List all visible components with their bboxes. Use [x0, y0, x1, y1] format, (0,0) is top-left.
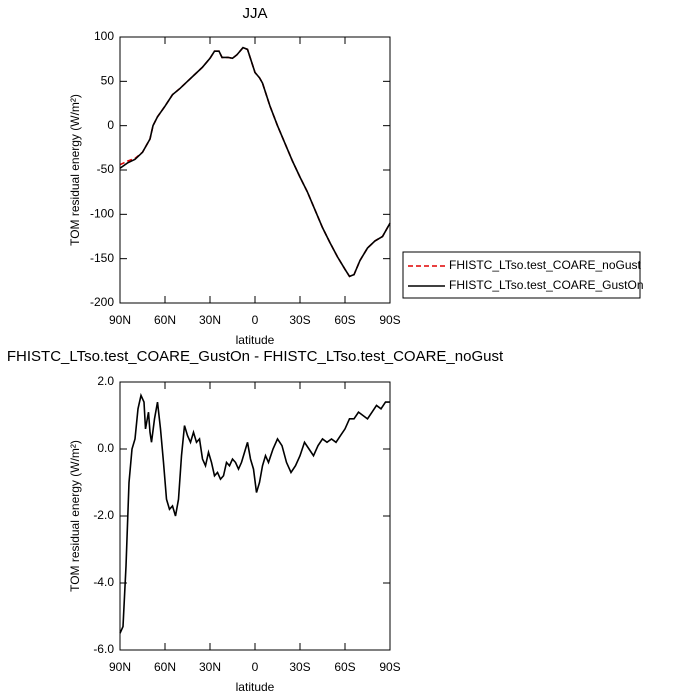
x-tick-label: 90S: [379, 660, 400, 674]
x-axis-label: latitude: [236, 333, 275, 347]
y-axis-label: TOM residual energy (W/m²): [68, 94, 82, 246]
y-tick-label: -50: [97, 162, 115, 176]
x-tick-label: 60N: [154, 660, 176, 674]
y-tick-label: 2.0: [97, 374, 114, 388]
x-tick-label: 60S: [334, 313, 355, 327]
y-tick-label: 50: [101, 74, 115, 88]
legend-label: FHISTC_LTso.test_COARE_GustOn: [449, 278, 644, 292]
x-tick-label: 90N: [109, 660, 131, 674]
data-line: [119, 392, 390, 634]
plot-frame: [119, 36, 391, 304]
x-tick-label: 0: [252, 313, 259, 327]
y-tick-label: -100: [90, 207, 114, 221]
chart-title: JJA: [242, 5, 267, 22]
y-tick-label: 100: [94, 29, 114, 43]
x-tick-label: 30N: [199, 313, 221, 327]
legend-label: FHISTC_LTso.test_COARE_noGust: [449, 258, 642, 272]
legend-box: [402, 251, 641, 299]
x-tick-label: 30S: [289, 660, 310, 674]
y-tick-label: -6.0: [93, 642, 114, 656]
x-tick-label: 30N: [199, 660, 221, 674]
y-tick-label: -200: [90, 295, 114, 309]
x-tick-label: 90S: [379, 313, 400, 327]
data-line: [119, 46, 391, 278]
x-tick-label: 30S: [289, 313, 310, 327]
y-tick-label: 0: [107, 118, 114, 132]
y-tick-label: 0.0: [97, 441, 114, 455]
x-tick-label: 0: [252, 660, 259, 674]
y-axis-label: TOM residual energy (W/m²): [68, 440, 82, 592]
x-tick-label: 60N: [154, 313, 176, 327]
x-tick-label: 90N: [109, 313, 131, 327]
data-line: [119, 46, 391, 278]
x-tick-label: 60S: [334, 660, 355, 674]
y-tick-label: -2.0: [93, 508, 114, 522]
y-tick-label: -150: [90, 251, 114, 265]
chart-title: FHISTC_LTso.test_COARE_GustOn - FHISTC_L…: [7, 348, 504, 365]
x-axis-label: latitude: [236, 680, 275, 694]
y-tick-label: -4.0: [93, 575, 114, 589]
plot-frame: [119, 381, 391, 651]
